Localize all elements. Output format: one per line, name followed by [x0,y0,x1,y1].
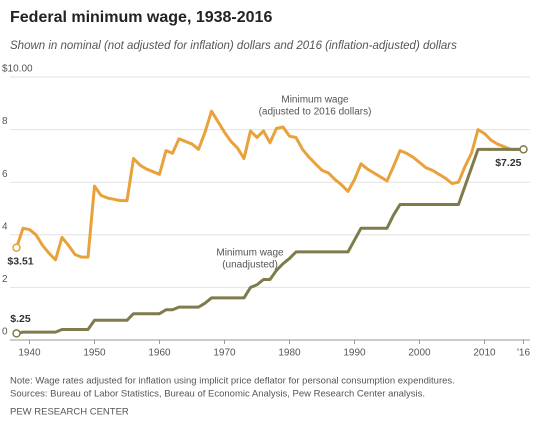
value-label: $.25 [10,313,31,325]
credit: PEW RESEARCH CENTER [10,407,129,418]
x-tick-label: 1940 [18,348,41,359]
x-tick-label: '16 [517,348,530,359]
x-tick-label: 2000 [408,348,431,359]
end-marker [12,329,21,338]
x-tick-label: 1990 [343,348,366,359]
value-label: $3.51 [7,255,33,267]
series-label: Minimum wage [216,248,284,259]
x-tick-label: 1950 [83,348,106,359]
series-line [15,109,524,262]
y-tick-label: 6 [2,169,8,180]
x-tick-label: 1970 [213,348,236,359]
y-tick-label: 4 [2,221,8,232]
x-tick-label: 2010 [473,348,496,359]
chart-title: Federal minimum wage, 1938-2016 [10,9,272,26]
x-tick-label: 1980 [278,348,301,359]
end-marker [12,243,21,252]
end-marker [519,145,528,154]
y-tick-label: 2 [2,274,8,285]
source: Sources: Bureau of Labor Statistics, Bur… [10,389,425,400]
note: Note: Wage rates adjusted for inflation … [10,376,455,387]
series-line [16,147,524,335]
series-label: Minimum wage [281,95,349,106]
value-label: $7.25 [495,157,521,169]
y-tick-label: $10.00 [2,64,33,75]
series-label-note: (adjusted to 2016 dollars) [259,107,372,118]
y-tick-label: 0 [2,327,8,338]
chart-subtitle: Shown in nominal (not adjusted for infla… [10,40,457,52]
x-tick-label: 1960 [148,348,171,359]
series-label-note: (unadjusted) [222,260,278,271]
y-tick-label: 8 [2,116,8,127]
